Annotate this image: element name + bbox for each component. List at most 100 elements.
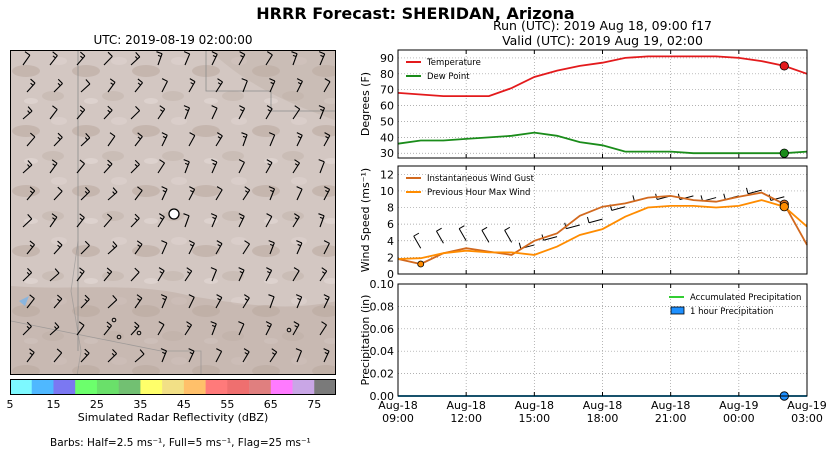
wind-barb: [26, 132, 36, 147]
wind-barb: [157, 213, 165, 228]
wind-barb: [323, 132, 331, 147]
wind-barb: [242, 294, 250, 309]
wind-barb: [188, 132, 196, 147]
wind-barb: [745, 187, 762, 195]
y-tick-label: 40: [380, 131, 394, 144]
wind-barb: [103, 51, 113, 66]
wind-barb: [292, 321, 300, 336]
colorbar-tick-label: 65: [263, 398, 278, 411]
colorbar-tick-label: 35: [133, 398, 148, 411]
wind-barb: [160, 348, 168, 363]
wind-barb: [188, 294, 195, 309]
wind-barb: [130, 213, 140, 228]
wind-barb: [157, 267, 165, 282]
wind-barb: [211, 159, 218, 174]
colorbar-swatch: [75, 379, 98, 395]
x-tick-label: 18:00: [587, 412, 619, 425]
wind-barb: [242, 186, 251, 201]
wind-barb: [210, 213, 218, 228]
wind-barb: [265, 105, 273, 120]
wind-barb: [103, 159, 113, 174]
y-tick-label: 8: [387, 202, 394, 215]
colorbar-swatch: [31, 379, 54, 395]
wind-barb: [323, 186, 331, 201]
wind-barb: [134, 186, 143, 201]
wind-barb: [210, 321, 217, 336]
wind-barb: [22, 267, 33, 282]
wind-barb: [134, 240, 143, 255]
wind-barb: [80, 294, 90, 309]
wind-barb: [183, 159, 190, 174]
wind-barb: [184, 267, 193, 282]
wind-barb: [238, 321, 245, 336]
wind-barb: [26, 348, 35, 363]
wind-barb: [80, 133, 91, 147]
y-tick-label: 0.08: [370, 300, 395, 313]
wind-barb: [238, 159, 245, 174]
y-tick-label: 12: [380, 168, 394, 181]
colorbar-tick-label: 15: [46, 398, 61, 411]
legend-label: 1 hour Precipitation: [690, 307, 773, 317]
colorbar-tick-label: 55: [220, 398, 235, 411]
wind-barb: [215, 132, 223, 147]
wind-barb: [22, 214, 33, 228]
x-tick-label: Aug-19: [787, 399, 826, 412]
y-tick-label: 4: [387, 235, 394, 248]
wind-barb: [295, 348, 303, 363]
wind-barb: [26, 186, 36, 201]
wind-barb: [130, 321, 140, 336]
wind-barb: [130, 267, 140, 282]
station-wind-barbs: [413, 187, 785, 250]
wind-barb: [49, 159, 58, 174]
wind-barb: [268, 240, 275, 255]
wind-barb: [238, 213, 245, 228]
y-axis-label: Degrees (F): [359, 72, 372, 136]
y-tick-label: 0.04: [370, 345, 395, 358]
wind-barb: [319, 267, 328, 282]
x-tick-label: Aug-18: [651, 399, 690, 412]
wind-barb: [157, 159, 165, 174]
colorbar-tick-label: 25: [89, 398, 104, 411]
wind-barb: [26, 294, 35, 309]
colorbar-swatch: [183, 379, 206, 395]
wind-barb: [76, 213, 85, 228]
legend-label: Instantaneous Wind Gust: [427, 174, 535, 184]
colorbar-swatch: [10, 379, 33, 395]
wind-barb: [76, 267, 85, 282]
x-tick-label: 12:00: [450, 412, 482, 425]
wind-barb: [183, 213, 190, 228]
wind-barb: [53, 240, 63, 255]
valid-time-marker: [779, 148, 789, 158]
wind-barb: [188, 78, 196, 93]
legend: Accumulated Precipitation 1 hour Precipit…: [669, 293, 801, 317]
wind-barb: [161, 186, 168, 201]
colorbar-tick-label: 75: [307, 398, 322, 411]
wind-barb: [183, 105, 191, 120]
wind-barb: [107, 132, 116, 147]
wind-barb: [292, 267, 300, 282]
wind-barb: [130, 105, 141, 120]
wind-barb: [242, 348, 250, 363]
wind-barb: [268, 186, 276, 201]
wind-barb: [268, 294, 275, 309]
wind-barb: [210, 267, 218, 282]
wind-barb: [436, 227, 444, 244]
y-tick-label: 10: [380, 185, 394, 198]
wind-barb: [49, 213, 58, 228]
wind-barb: [161, 132, 168, 147]
chart-title: HRRR Forecast: SHERIDAN, Arizona: [256, 4, 575, 23]
series-line: [397, 55, 808, 97]
colorbar-swatch: [205, 379, 228, 395]
colorbar-swatch: [292, 379, 315, 395]
colorbar-swatch: [314, 379, 336, 395]
wind-barb: [265, 51, 273, 66]
wind-barb: [156, 51, 163, 66]
wind-barb: [215, 78, 223, 93]
colorbar-swatch: [270, 379, 293, 395]
wind-barb: [134, 294, 143, 309]
y-tick-label: 90: [380, 52, 394, 65]
wind-barb: [265, 267, 273, 282]
y-tick-label: 0: [387, 268, 394, 281]
wind-barb: [80, 240, 90, 255]
